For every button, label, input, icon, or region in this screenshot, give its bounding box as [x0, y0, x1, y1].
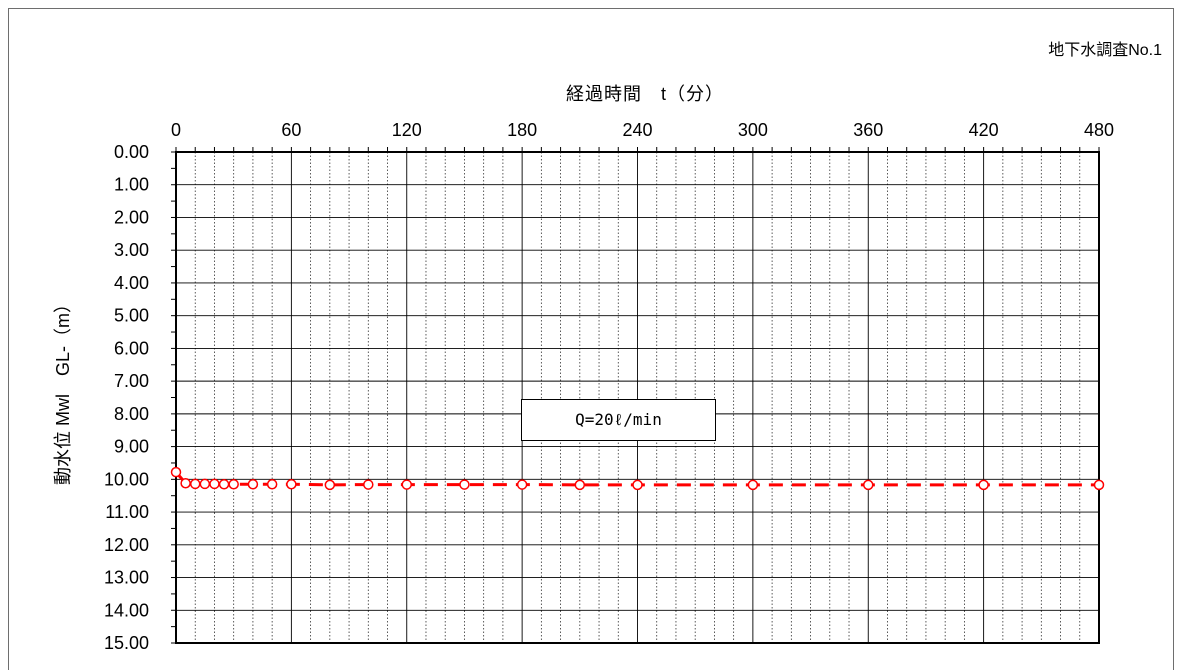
- data-point: [632, 479, 643, 491]
- axes: [171, 147, 1100, 644]
- data-point: [228, 478, 239, 490]
- x-tick-label: 300: [738, 120, 768, 140]
- data-point: [199, 478, 211, 490]
- x-tick-label: 120: [392, 120, 422, 140]
- data-point: [978, 479, 989, 491]
- y-tick-label: 13.00: [104, 568, 149, 588]
- y-tick-label: 9.00: [114, 437, 149, 457]
- data-point: [574, 479, 586, 491]
- data-point: [516, 479, 528, 490]
- y-tick-label: 1.00: [114, 175, 149, 195]
- data-point: [1093, 479, 1105, 491]
- data-series: [170, 466, 1105, 491]
- x-tick-label: 240: [622, 120, 652, 140]
- data-point: [459, 479, 470, 490]
- data-point: [209, 478, 220, 490]
- y-tick-label: 14.00: [104, 600, 149, 620]
- x-tick-label: 0: [171, 120, 181, 140]
- chart-title: 地下水調査No.1: [1048, 42, 1162, 59]
- data-point: [747, 479, 759, 491]
- x-axis-label: 経過時間 t（分）: [565, 84, 724, 104]
- y-tick-label: 4.00: [114, 273, 149, 293]
- data-point: [401, 479, 412, 490]
- data-point: [863, 479, 874, 491]
- x-tick-label: 180: [507, 120, 537, 140]
- y-tick-label: 5.00: [114, 306, 149, 326]
- x-tick-label: 420: [969, 120, 999, 140]
- y-tick-label: 6.00: [114, 338, 149, 358]
- plot-border: [175, 151, 1100, 644]
- flow-rate-annotation: Q=20ℓ/min: [521, 399, 716, 441]
- chart-frame: [8, 8, 1174, 670]
- x-tick-label: 360: [853, 120, 883, 140]
- data-point: [286, 478, 297, 490]
- y-tick-label: 8.00: [114, 404, 149, 424]
- data-point: [363, 479, 374, 490]
- grid-lines: [176, 152, 1099, 643]
- data-point: [266, 478, 278, 490]
- y-tick-label: 0.00: [114, 142, 149, 162]
- y-tick-label: 3.00: [114, 240, 149, 260]
- tick-labels: 0 60 120 180 240 300 360 420 480 0.00 1.00 2.00 3.00…: [104, 120, 1114, 653]
- data-point: [218, 478, 230, 490]
- x-tick-label: 480: [1084, 120, 1114, 140]
- x-tick-label: 60: [281, 120, 301, 140]
- y-tick-label: 2.00: [114, 207, 149, 227]
- y-tick-label: 15.00: [104, 633, 149, 653]
- y-tick-label: 10.00: [104, 469, 149, 489]
- y-tick-label: 11.00: [105, 502, 149, 522]
- data-point: [324, 479, 336, 491]
- data-point: [247, 478, 259, 490]
- data-point: [170, 466, 182, 478]
- y-tick-label: 7.00: [114, 371, 149, 391]
- data-point: [189, 478, 201, 490]
- y-tick-label: 12.00: [104, 535, 149, 555]
- data-point: [180, 478, 191, 489]
